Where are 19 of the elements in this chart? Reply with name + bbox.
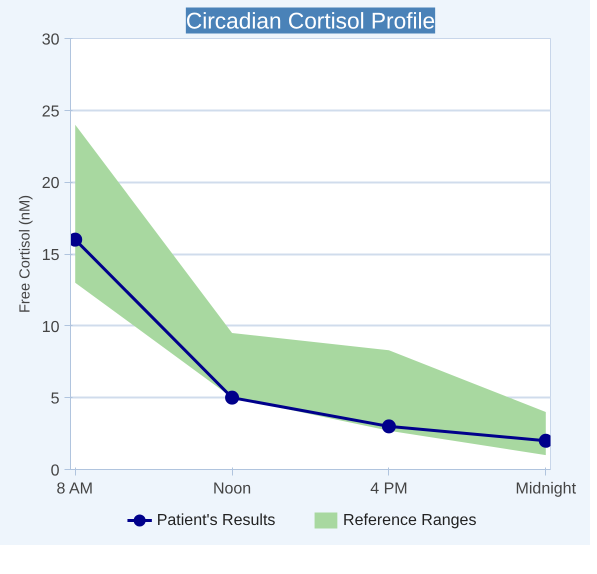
x-tick-label: Noon [212,480,252,498]
x-tick-label: Midnight [516,480,577,498]
point [225,390,240,405]
y-tick-label: 30 [42,32,60,48]
x-tick-label: 4 PM [370,480,408,498]
legend-label: Patient's Results [156,512,276,529]
y-axis-title: Free Cortisol (nM) [18,194,34,314]
y-tick-label: 0 [50,462,60,480]
y-tick-label: 25 [42,103,60,120]
point [382,419,396,434]
point [70,232,82,247]
legend-label: Reference Ranges [343,512,476,529]
y-tick-label: 10 [42,318,60,336]
point [538,434,550,448]
y-tick-label: 20 [42,175,60,192]
y-tick-label: 15 [42,247,60,264]
x-tick-label: 8 AM [56,480,94,498]
chart-title: Circadian Cortisol Profile [186,8,436,34]
y-tick-label: 5 [50,390,60,408]
